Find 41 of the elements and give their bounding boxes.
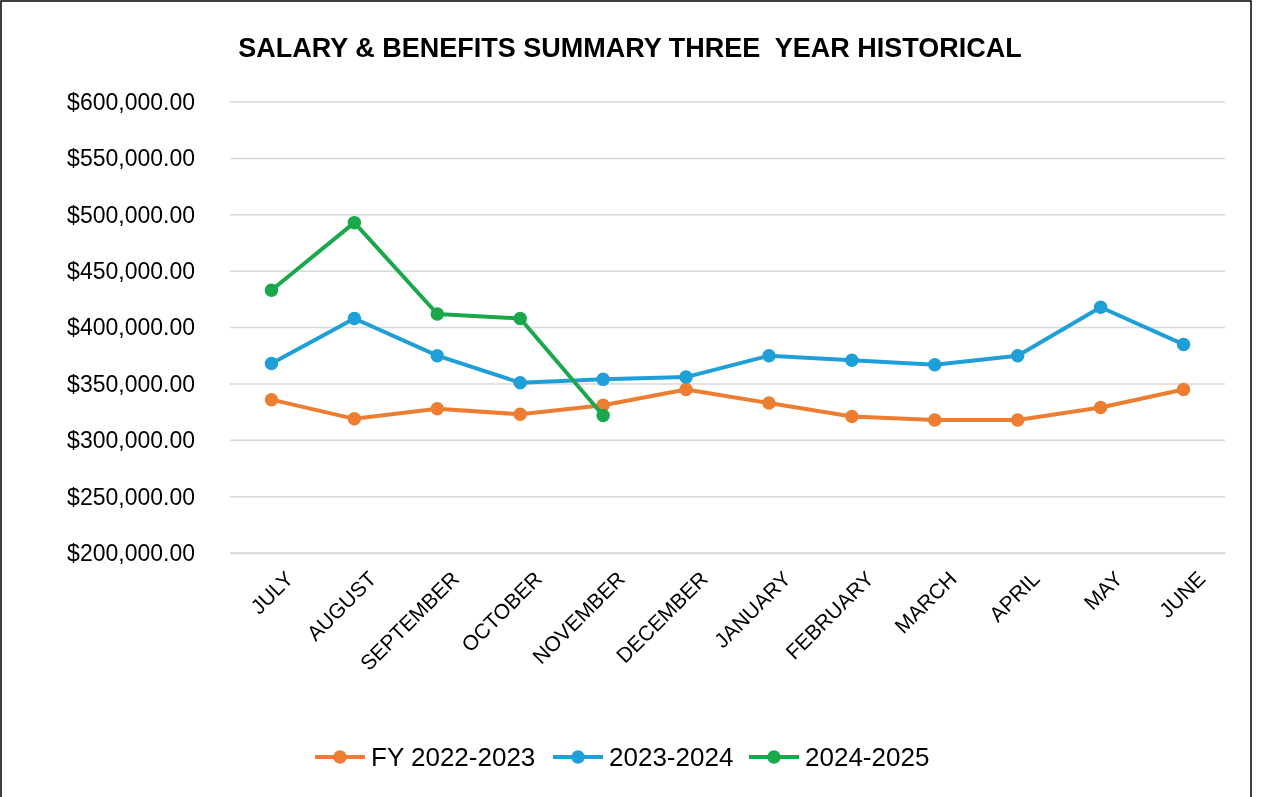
point [430,348,445,363]
point [679,370,693,384]
point [430,401,445,416]
chart-title: SALARY & BENEFITS SUMMARY THREE YEAR HISTORICAL [238,33,1022,63]
point [513,376,527,390]
point [347,412,362,426]
point [513,311,527,326]
legend-label: 2024-2025 [805,742,930,773]
point [1010,348,1025,363]
point [430,307,445,321]
point [347,215,362,230]
point [264,283,279,298]
point [1093,400,1108,415]
y-tick-label: $200,000.00 [67,539,195,566]
point [928,413,942,427]
point [928,357,942,372]
point [762,396,776,410]
point [1176,337,1191,352]
point [679,382,693,397]
y-tick-label: $500,000.00 [67,201,195,228]
point [596,408,610,423]
point [513,407,527,422]
point [347,311,362,326]
y-tick-label: $350,000.00 [67,370,195,397]
point [264,356,279,371]
point [762,348,776,363]
point [264,392,279,407]
point [1093,300,1108,314]
legend-label: FY 2022-2023 [371,742,536,773]
point [596,372,610,387]
point [1176,382,1191,397]
y-tick-label: $450,000.00 [67,257,195,284]
y-tick-label: $250,000.00 [67,483,195,510]
y-tick-label: $550,000.00 [67,145,195,172]
point [845,409,859,424]
y-tick-label: $400,000.00 [67,314,195,341]
point [845,353,859,367]
y-tick-label: $300,000.00 [67,427,195,454]
y-tick-label: $600,000.00 [67,88,195,115]
legend-label: 2023-2024 [609,742,734,773]
point [1010,413,1025,427]
